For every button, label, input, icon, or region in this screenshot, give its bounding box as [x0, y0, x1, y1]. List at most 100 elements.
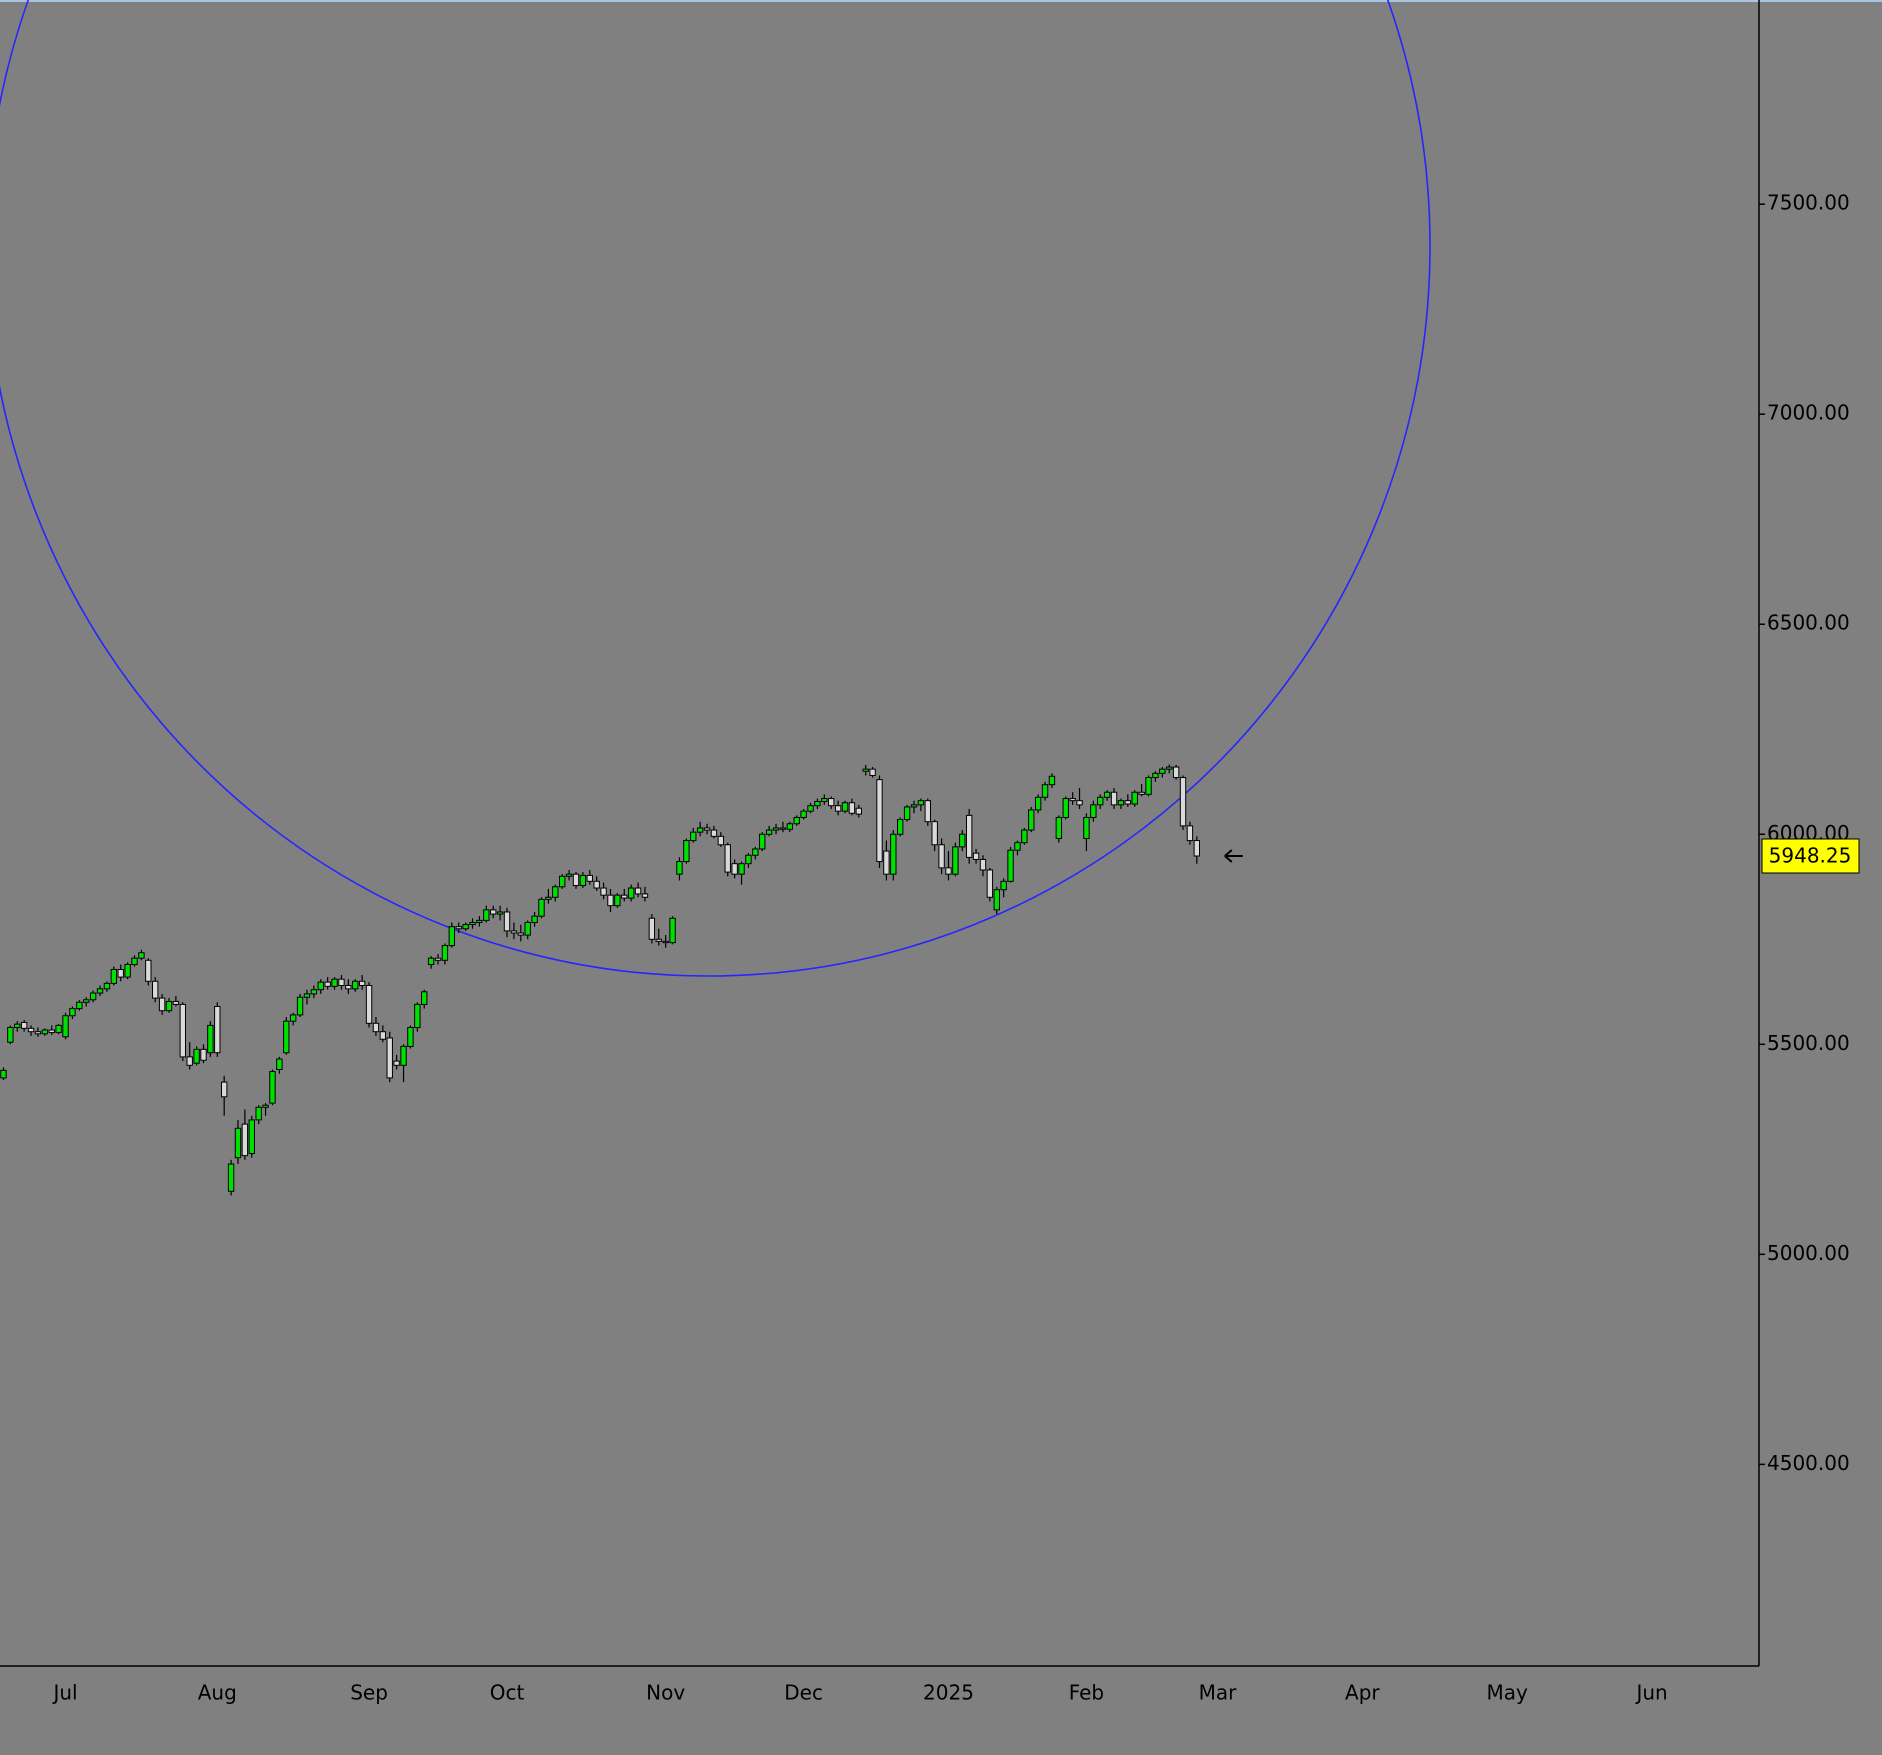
candle-body	[1166, 766, 1173, 770]
candle-body	[1000, 880, 1007, 891]
candle-body	[103, 982, 111, 990]
candle-body	[138, 952, 145, 959]
candle-body	[462, 924, 469, 930]
candle-body	[448, 926, 456, 947]
candle-body	[352, 980, 359, 990]
candle-body	[41, 1029, 49, 1035]
x-tick-label: Aug	[198, 1681, 237, 1705]
candle-body	[283, 1020, 290, 1054]
candle-body	[317, 981, 324, 991]
x-tick-label: Jun	[1634, 1681, 1667, 1705]
candle-body	[821, 798, 828, 802]
candle-body	[1034, 796, 1042, 811]
candle-body	[724, 844, 731, 873]
candle-body	[869, 768, 876, 776]
candle-body	[441, 945, 449, 961]
candle-body	[979, 858, 987, 871]
candle-body	[552, 886, 559, 898]
candle-body	[1172, 766, 1180, 779]
candle-body	[579, 874, 587, 887]
candle-body	[427, 957, 435, 965]
candle-body	[338, 978, 345, 986]
candle-body	[483, 909, 490, 921]
candle-body	[1048, 775, 1056, 786]
candle-body	[372, 1022, 380, 1033]
candle-body	[931, 821, 938, 846]
candle-body	[1083, 816, 1090, 839]
candle-body	[669, 917, 676, 944]
candle-body	[421, 991, 428, 1005]
candle-body	[841, 802, 849, 812]
candle-body	[193, 1048, 200, 1064]
candle-body	[158, 997, 166, 1012]
y-tick-label: 5500.00	[1767, 1031, 1850, 1055]
candle-body	[572, 873, 580, 887]
candle-body	[234, 1127, 242, 1159]
candle-body	[1069, 798, 1076, 802]
candle-body	[538, 898, 545, 917]
candle-body	[621, 894, 628, 899]
candle-body	[1117, 800, 1125, 806]
candle-body	[1145, 777, 1152, 795]
candle-body	[227, 1163, 235, 1192]
candle-body	[152, 980, 159, 999]
candle-body	[276, 1058, 283, 1070]
candle-body	[655, 938, 662, 942]
candle-body	[469, 921, 476, 926]
x-tick-label: Dec	[784, 1681, 823, 1705]
candle-body	[862, 768, 869, 772]
candle-body	[400, 1045, 407, 1066]
candle-body	[745, 854, 752, 865]
candle-body	[89, 992, 97, 1001]
candle-body	[124, 963, 131, 978]
candle-body	[814, 800, 821, 807]
candle-body	[214, 1005, 221, 1054]
candle-body	[379, 1031, 387, 1040]
candle-body	[593, 880, 600, 889]
candle-body	[959, 833, 966, 848]
candle-body	[683, 840, 690, 863]
candle-body	[34, 1031, 42, 1035]
candle-body	[1097, 796, 1104, 806]
candle-body	[731, 863, 738, 875]
candle-body	[855, 807, 862, 815]
candle-body	[703, 827, 711, 831]
candle-body	[110, 969, 118, 984]
y-tick-label: 6500.00	[1767, 611, 1850, 635]
candle-body	[358, 980, 366, 986]
y-tick-label: 5000.00	[1767, 1241, 1850, 1265]
candle-body	[759, 833, 766, 850]
candle-body	[945, 867, 952, 875]
candle-body	[800, 810, 807, 818]
candle-body	[752, 848, 759, 856]
candle-body	[386, 1037, 393, 1079]
candle-body	[1179, 777, 1187, 827]
candle-body	[20, 1021, 28, 1029]
candle-body	[614, 894, 621, 907]
candle-body	[7, 1026, 14, 1043]
candle-body	[241, 1123, 249, 1157]
candle-body	[1090, 804, 1097, 818]
candle-body	[503, 911, 511, 932]
candle-body	[641, 893, 649, 898]
x-tick-label: Nov	[646, 1681, 685, 1705]
candle-body	[586, 874, 593, 882]
candle-body	[600, 887, 607, 896]
candle-body	[765, 829, 773, 835]
candle-body	[828, 798, 835, 807]
x-tick-label: Sep	[350, 1681, 388, 1705]
candle-body	[903, 806, 911, 821]
candle-body	[434, 957, 442, 961]
candle-body	[952, 846, 959, 875]
y-tick-label: 4500.00	[1767, 1451, 1850, 1475]
candle-body	[1103, 791, 1111, 798]
candle-body	[938, 844, 945, 869]
candle-body	[1186, 825, 1194, 842]
x-tick-label: 2025	[923, 1681, 974, 1705]
candle-body	[262, 1104, 269, 1108]
last-price-box	[1761, 838, 1860, 874]
candle-body	[0, 1069, 7, 1079]
candle-body	[207, 1024, 214, 1054]
